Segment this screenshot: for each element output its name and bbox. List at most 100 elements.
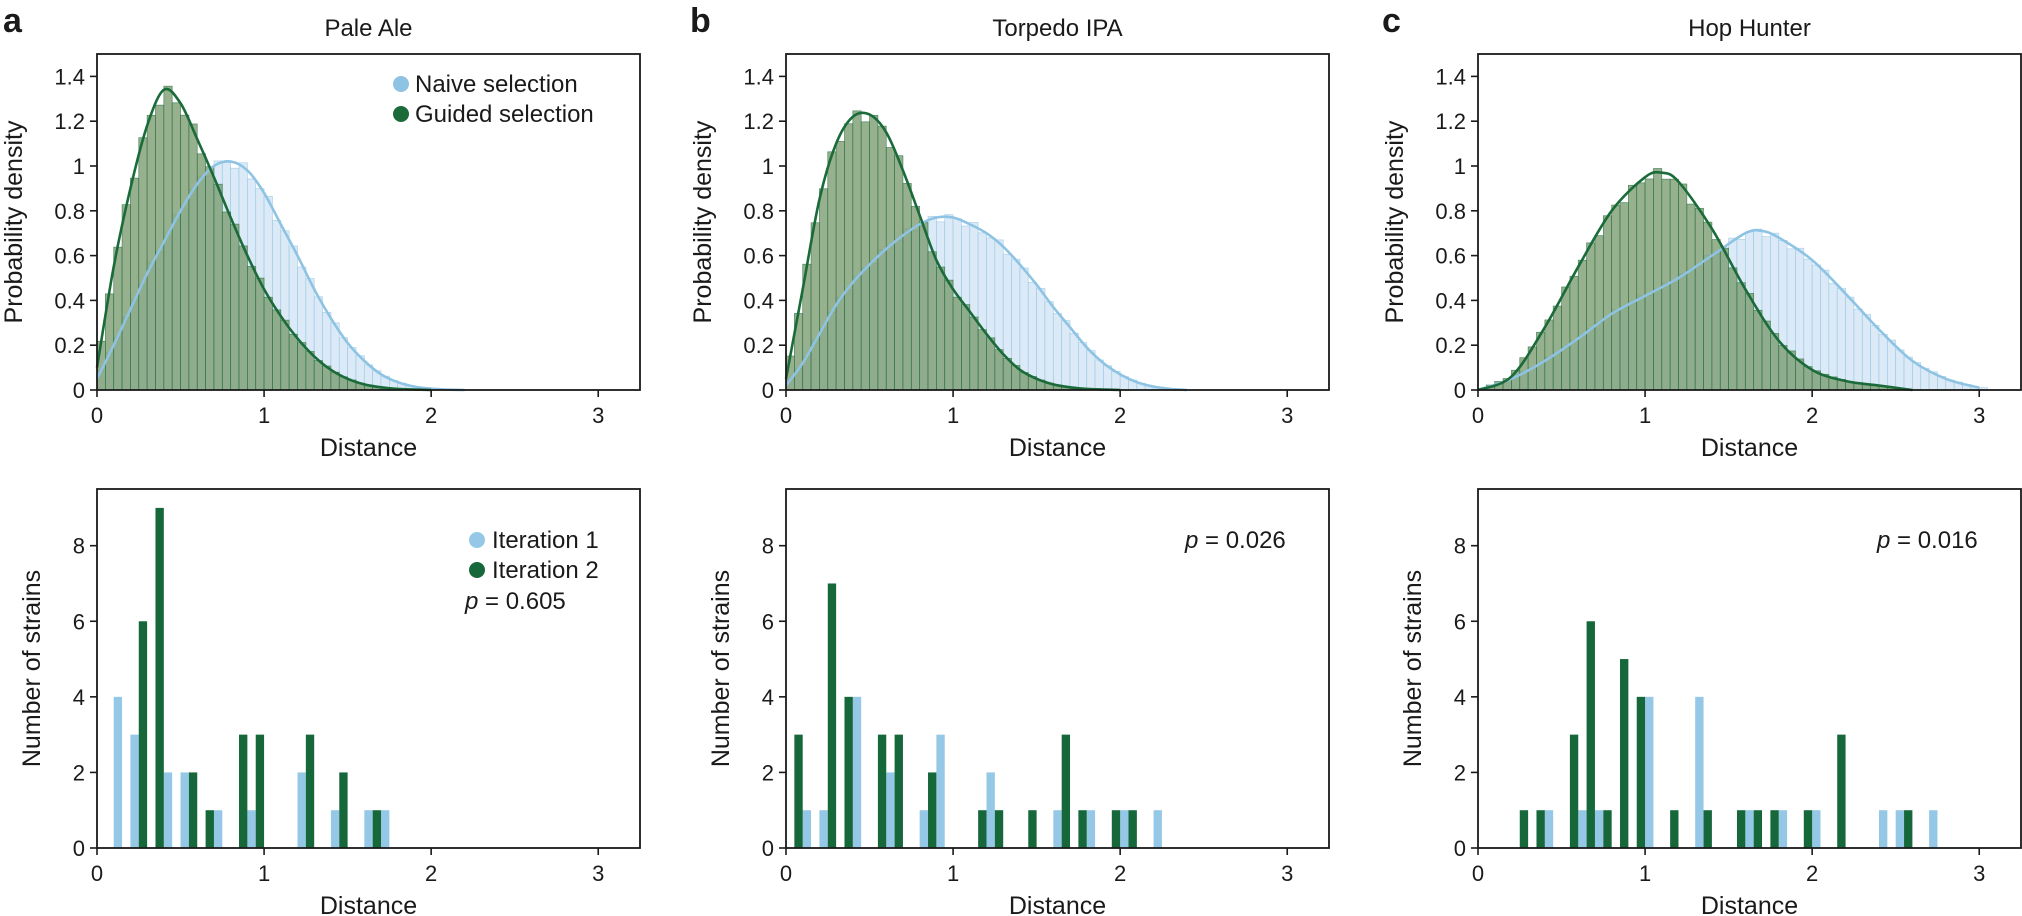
y-tick-label-density-a-7: 1.4 [54, 64, 85, 89]
count-bar-b-1-0 [794, 734, 803, 848]
plot-frame-density-a [96, 53, 641, 391]
count-bar-a-1-4 [239, 734, 248, 848]
density-bar-a-1-11 [188, 123, 198, 391]
density-bar-c-1-24 [1678, 183, 1688, 391]
density-bar-b-0-29 [1027, 282, 1037, 391]
density-bar-b-1-7 [844, 123, 854, 391]
count-bar-b-0-5 [936, 734, 945, 848]
density-bar-c-0-47 [1870, 324, 1880, 391]
count-bar-a-0-9 [381, 810, 390, 848]
x-tick-label-counts-b-0: 0 [780, 861, 792, 886]
density-bar-b-1-13 [894, 155, 904, 391]
x-tick-label-density-c-2: 2 [1806, 403, 1818, 428]
count-bar-b-0-2 [852, 696, 862, 848]
count-bar-a-1-5 [255, 734, 265, 848]
count-bar-a-0-4 [213, 810, 223, 848]
density-bar-c-1-31 [1736, 282, 1746, 391]
y-tick-label-density-c-2: 0.4 [1435, 288, 1466, 313]
counts-series-c-0 [1544, 696, 1938, 848]
x-tick-label-counts-c-1: 1 [1639, 861, 1651, 886]
y-tick-label-density-a-6: 1.2 [54, 109, 85, 134]
density-bar-a-1-15 [221, 211, 232, 391]
y-tick-label-counts-c-3: 6 [1454, 609, 1466, 634]
density-bar-b-1-10 [869, 114, 879, 391]
y-axis-label-density-b: Probability density [689, 120, 717, 323]
density-bar-a-1-14 [213, 183, 223, 391]
count-bar-a-0-8 [364, 810, 373, 848]
density-bar-b-1-11 [877, 125, 887, 391]
count-bar-b-1-11 [1111, 810, 1121, 848]
legend-label-top-1: Guided selection [415, 101, 594, 128]
plot-frame-counts-c [1477, 488, 2022, 849]
y-tick-label-counts-c-2: 4 [1454, 685, 1466, 710]
density-bar-a-1-17 [238, 245, 248, 391]
x-tick-label-counts-a-1: 1 [258, 861, 270, 886]
count-bar-b-1-12 [1128, 810, 1137, 848]
x-tick-label-density-b-1: 1 [947, 403, 959, 428]
y-tick-label-density-a-4: 0.8 [54, 199, 85, 224]
count-bar-c-1-11 [1770, 810, 1779, 848]
y-tick-label-counts-a-1: 2 [73, 760, 85, 785]
x-tick-label-counts-b-3: 3 [1281, 861, 1293, 886]
density-bar-c-0-50 [1895, 349, 1905, 391]
density-bar-b-1-19 [944, 279, 954, 391]
density-curve-c-0 [1477, 228, 1980, 392]
y-tick-label-counts-a-4: 8 [73, 534, 85, 559]
density-bar-b-1-18 [936, 266, 946, 391]
density-bar-b-1-20 [952, 296, 962, 391]
y-tick-label-density-a-3: 0.6 [54, 244, 85, 269]
x-tick-label-counts-a-2: 2 [425, 861, 437, 886]
count-bar-c-1-6 [1636, 696, 1646, 848]
density-bar-a-1-20 [263, 296, 273, 391]
density-bar-c-0-49 [1886, 339, 1897, 391]
density-bar-b-1-21 [961, 304, 971, 391]
density-bar-c-1-32 [1744, 293, 1755, 391]
density-bar-b-0-32 [1052, 313, 1063, 391]
y-axis-label-counts-c: Number of strains [1399, 570, 1427, 767]
y-tick-label-density-c-7: 1.4 [1435, 64, 1466, 89]
x-axis-label-counts-a: Distance [320, 892, 417, 916]
p-value-b: p = 0.026 [1184, 527, 1286, 554]
panel-letter-b: b [690, 2, 711, 40]
p-value-text: = 0.605 [485, 588, 566, 615]
count-bar-a-1-6 [305, 734, 315, 848]
x-tick-label-density-b-0: 0 [780, 403, 792, 428]
y-tick-label-density-a-5: 1 [73, 154, 85, 179]
count-bar-c-0-9 [1895, 810, 1905, 848]
density-bar-c-1-27 [1703, 221, 1713, 391]
x-tick-label-counts-b-2: 2 [1114, 861, 1126, 886]
density-bar-b-1-8 [852, 110, 862, 391]
counts-series-b-0 [802, 696, 1162, 848]
density-bar-a-1-16 [230, 223, 240, 391]
count-bar-a-0-6 [297, 772, 306, 848]
count-bar-c-1-12 [1803, 810, 1813, 848]
density-bar-a-1-3 [121, 204, 131, 391]
x-tick-label-density-c-1: 1 [1639, 403, 1651, 428]
counts-panel-b [794, 583, 1162, 848]
count-bar-c-1-1 [1536, 810, 1545, 848]
count-bar-c-1-0 [1519, 810, 1529, 848]
density-bar-a-1-12 [196, 153, 206, 391]
y-tick-label-density-c-1: 0.2 [1435, 333, 1466, 358]
counts-panel-a [113, 507, 390, 848]
density-bar-c-1-34 [1761, 320, 1771, 391]
p-value-a: p = 0.605 [464, 588, 566, 615]
density-bar-b-1-25 [994, 349, 1004, 391]
panel-letter-c: c [1382, 2, 1401, 40]
density-bar-b-1-6 [835, 141, 845, 391]
density-bar-b-0-34 [1069, 332, 1079, 391]
x-axis-label-density-a: Distance [320, 434, 417, 462]
density-bar-a-1-23 [288, 333, 298, 391]
y-tick-label-density-b-2: 0.4 [743, 288, 774, 313]
x-axis-label-counts-c: Distance [1701, 892, 1798, 916]
count-bar-b-0-7 [1053, 810, 1062, 848]
density-bar-a-1-2 [113, 246, 123, 391]
density-bar-b-1-3 [810, 222, 820, 391]
legend-marker-bottom-0 [469, 532, 485, 548]
counts-panel-c [1519, 621, 1938, 848]
y-tick-label-density-a-0: 0 [73, 378, 85, 403]
count-bar-b-1-6 [978, 810, 987, 848]
density-bar-c-1-21 [1653, 168, 1663, 391]
count-bar-b-0-1 [819, 810, 828, 848]
